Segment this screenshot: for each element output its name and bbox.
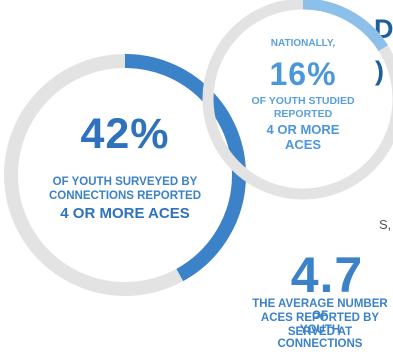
average-stat-value: 4.7: [290, 247, 364, 303]
average-stat-caption-line: THE AVERAGE NUMBER OF: [252, 298, 388, 323]
big-stat-caption-emphasis: 4 OR MORE ACES: [60, 205, 190, 222]
small-stat-caption-line: OF YOUTH STUDIED: [251, 95, 355, 107]
cropped-paren-fragment: ): [375, 56, 384, 86]
small-stat-lead: NATIONALLY,: [270, 38, 336, 49]
small-ring-progress: [202, 0, 393, 200]
small-stat-caption-emphasis: ACES: [284, 137, 322, 152]
big-stat-caption-line: OF YOUTH SURVEYED BY: [52, 176, 198, 188]
small-stat-caption-line: REPORTED: [273, 108, 333, 120]
small-stat-caption-emphasis: 4 OR MORE: [266, 122, 340, 137]
big-stat-caption-line: CONNECTIONS REPORTED: [48, 190, 202, 202]
cropped-body-text-fragment: S,: [379, 217, 392, 232]
big-stat-value: 42%: [80, 110, 170, 158]
small-stat-value: 16%: [269, 56, 337, 92]
average-stat-caption-line: ACES REPORTED BY YOUTH: [260, 312, 380, 337]
average-stat-caption-line: SERVED AT CONNECTIONS: [277, 326, 363, 351]
